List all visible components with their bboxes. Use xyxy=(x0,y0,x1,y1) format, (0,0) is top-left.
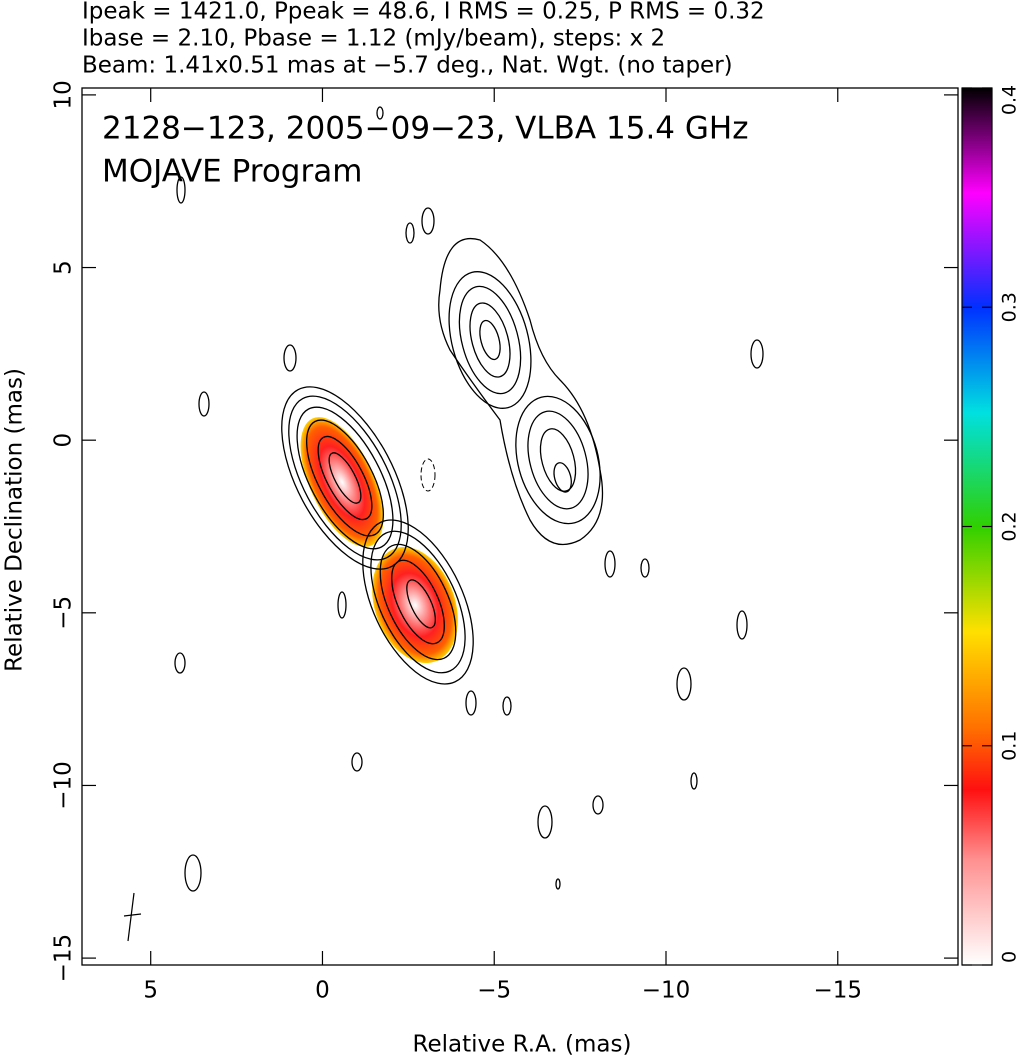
beam xyxy=(123,892,142,942)
plot-frame xyxy=(81,87,959,966)
colorbar-tick-label: 0.4 xyxy=(999,85,1021,115)
y-tick-label: 0 xyxy=(51,433,77,448)
x-tick-label: −5 xyxy=(477,978,511,1004)
y-tick-label: 10 xyxy=(51,80,77,109)
header-line: Ipeak = 1421.0, Ppeak = 48.6, I RMS = 0.… xyxy=(82,0,765,25)
y-tick-label: −10 xyxy=(51,761,77,810)
y-axis-label: Relative Declination (mas) xyxy=(2,368,28,672)
x-tick-label: −15 xyxy=(813,978,862,1004)
colorbar-tick-label: 0 xyxy=(999,951,1021,963)
header-line: Ibase = 2.10, Pbase = 1.12 (mJy/beam), s… xyxy=(82,26,665,52)
y-tick-label: −15 xyxy=(51,934,77,983)
x-tick-label: 5 xyxy=(143,978,158,1004)
x-axis-label: Relative R.A. (mas) xyxy=(413,1032,632,1058)
x-tick-label: 0 xyxy=(315,978,330,1004)
polarization-map xyxy=(300,417,458,664)
colorbar-tick-label: 0.3 xyxy=(999,292,1021,322)
chart-title: 2128−123, 2005−09−23, VLBA 15.4 GHz xyxy=(102,111,748,147)
header-line: Beam: 1.41x0.51 mas at −5.7 deg., Nat. W… xyxy=(82,53,733,79)
y-tick-label: 5 xyxy=(51,260,77,275)
y-tick-label: −5 xyxy=(51,596,77,630)
colorbar-tick-label: 0.2 xyxy=(999,511,1021,541)
x-tick-label: −10 xyxy=(642,978,691,1004)
contours xyxy=(174,106,764,892)
colorbar-tick-label: 0.1 xyxy=(999,731,1021,761)
chart-subtitle: MOJAVE Program xyxy=(102,154,362,190)
